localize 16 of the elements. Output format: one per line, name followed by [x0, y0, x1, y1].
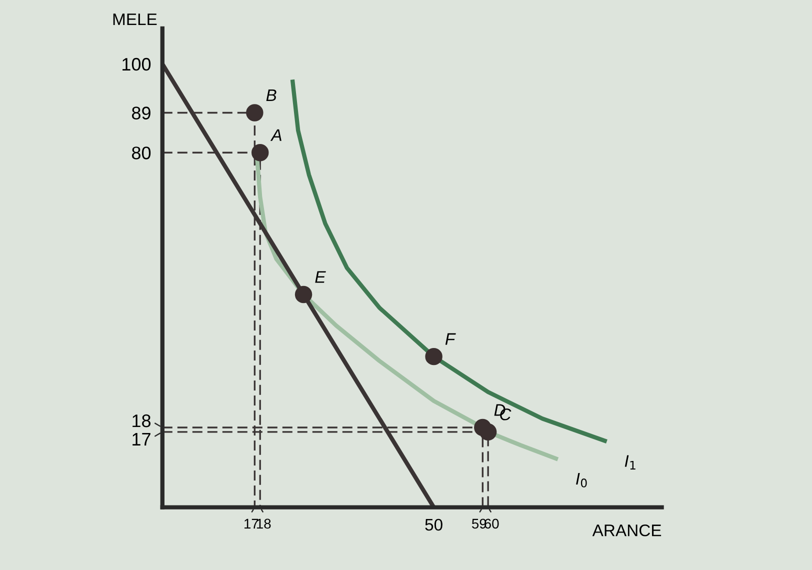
- y-tick-label: 89: [132, 106, 150, 120]
- x-tick-label: 17: [244, 518, 258, 528]
- series-label: I$_{0}$: [576, 473, 587, 488]
- annotation: A: [270, 129, 282, 141]
- series-label: I$_{1}$: [624, 455, 636, 470]
- annotation: B: [266, 89, 276, 101]
- y-tick-label: 17: [132, 433, 150, 446]
- annotation: E: [315, 271, 326, 283]
- x-tick-label: 18: [256, 518, 271, 529]
- x-axis-title: ARANCE: [592, 524, 662, 536]
- y-tick-label: 100: [122, 58, 151, 71]
- y-axis-title: MELE: [113, 14, 157, 26]
- x-tick-label: 50: [425, 518, 442, 531]
- y-tick-label: 18: [132, 414, 151, 428]
- y-tick-label: 80: [132, 146, 151, 160]
- annotation: F: [445, 333, 456, 345]
